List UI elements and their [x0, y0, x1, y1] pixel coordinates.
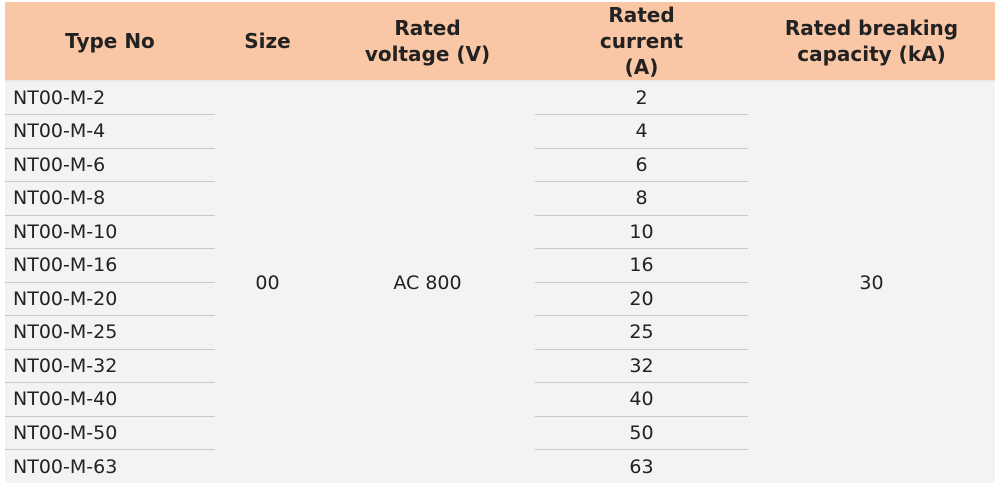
type-cell: NT00-M-63 [5, 450, 215, 483]
header-cell: Rated breaking capacity (kA) [748, 2, 995, 81]
header-cell: Rated current (A) [535, 2, 748, 81]
type-cell: NT00-M-20 [5, 282, 215, 316]
type-cell: NT00-M-4 [5, 115, 215, 149]
header-cell: Size [215, 2, 320, 81]
spec-table: Type No Size Rated voltage (V) Rated cur… [5, 2, 995, 483]
header-text: Rated voltage (V) [363, 15, 493, 67]
type-cell: NT00-M-16 [5, 249, 215, 283]
header-text: Rated breaking capacity (kA) [779, 15, 964, 67]
header-text: Type No [65, 28, 155, 54]
breaking-cell: 30 [748, 81, 995, 483]
current-cell: 20 [535, 282, 748, 316]
header-row: Type No Size Rated voltage (V) Rated cur… [5, 2, 995, 81]
type-cell: NT00-M-50 [5, 416, 215, 450]
type-cell: NT00-M-40 [5, 383, 215, 417]
type-cell: NT00-M-6 [5, 148, 215, 182]
current-cell: 50 [535, 416, 748, 450]
type-cell: NT00-M-10 [5, 215, 215, 249]
current-cell: 25 [535, 316, 748, 350]
current-cell: 16 [535, 249, 748, 283]
type-cell: NT00-M-32 [5, 349, 215, 383]
current-cell: 40 [535, 383, 748, 417]
current-cell: 32 [535, 349, 748, 383]
current-cell: 4 [535, 115, 748, 149]
type-cell: NT00-M-25 [5, 316, 215, 350]
size-cell: 00 [215, 81, 320, 483]
header-text: Size [244, 28, 290, 54]
current-cell: 8 [535, 182, 748, 216]
voltage-cell: AC 800 [320, 81, 535, 483]
current-cell: 6 [535, 148, 748, 182]
current-cell: 10 [535, 215, 748, 249]
current-cell: 2 [535, 81, 748, 115]
header-cell: Type No [5, 2, 215, 81]
header-cell: Rated voltage (V) [320, 2, 535, 81]
type-cell: NT00-M-2 [5, 81, 215, 115]
current-cell: 63 [535, 450, 748, 483]
header-text: Rated current (A) [582, 2, 702, 80]
type-cell: NT00-M-8 [5, 182, 215, 216]
